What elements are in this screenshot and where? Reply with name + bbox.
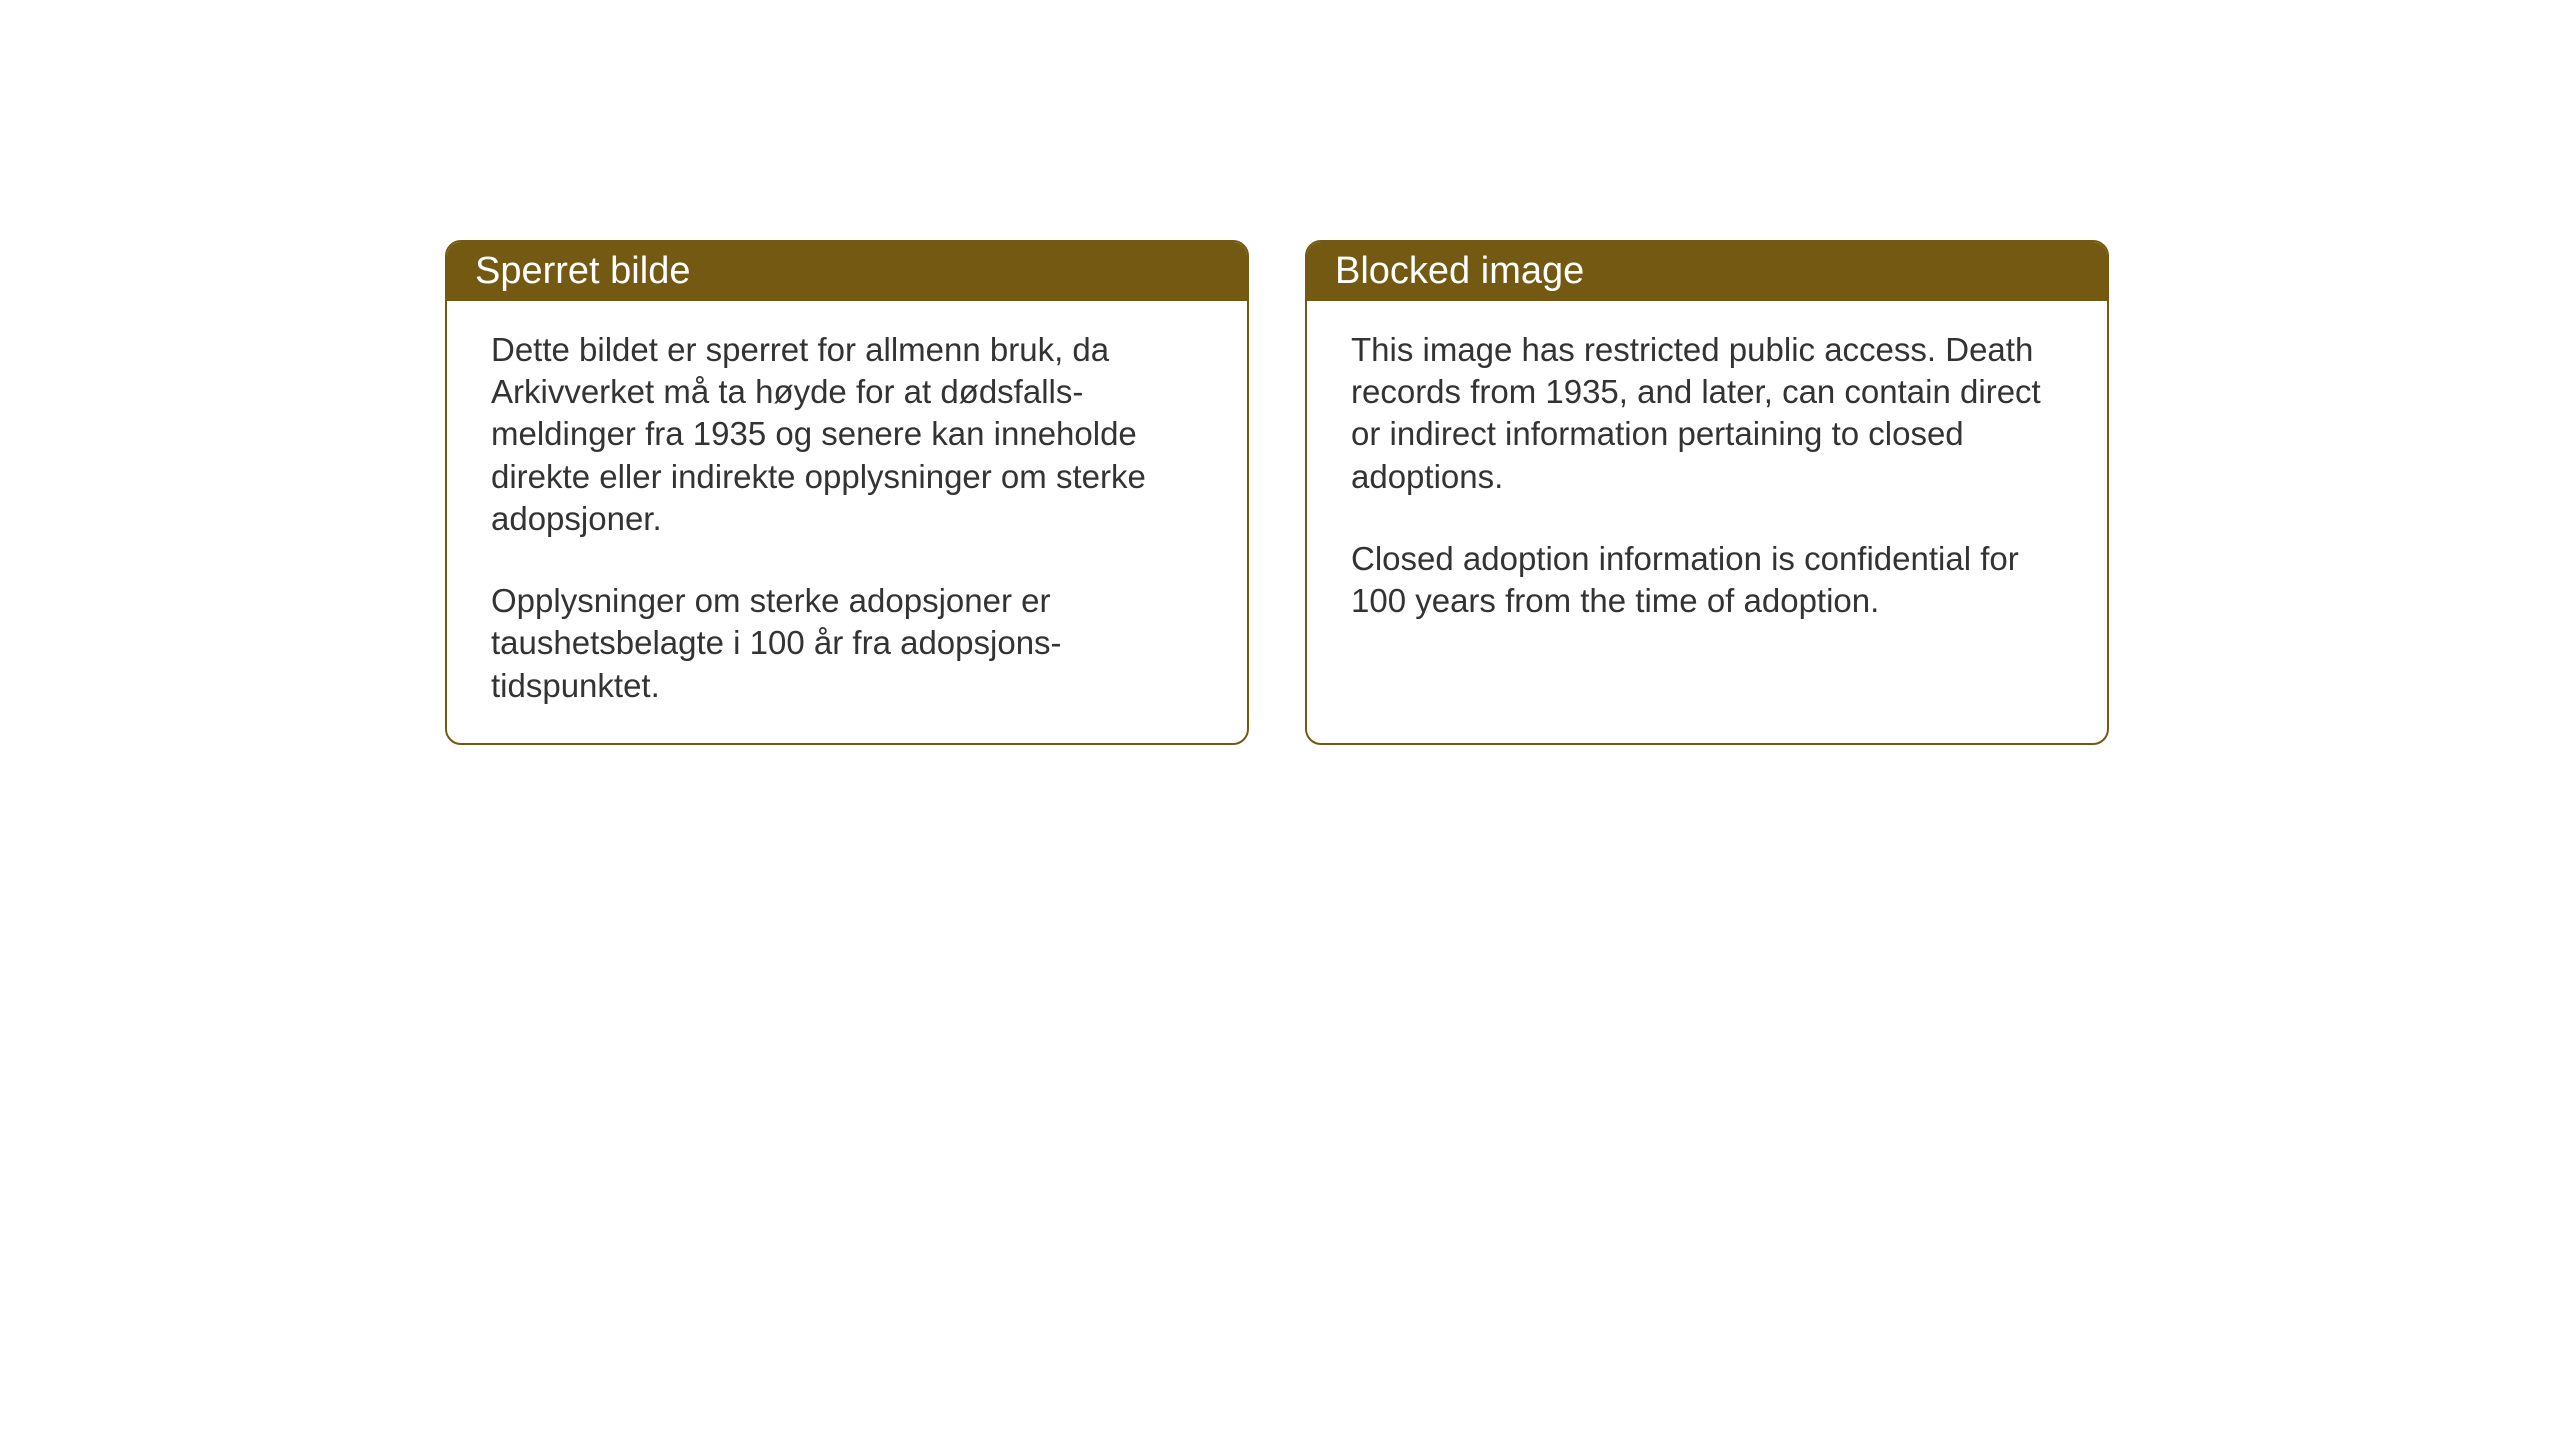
card-header-norwegian: Sperret bilde (447, 242, 1247, 301)
card-paragraph-1-norwegian: Dette bildet er sperret for allmenn bruk… (491, 329, 1203, 540)
notice-card-norwegian: Sperret bilde Dette bildet er sperret fo… (445, 240, 1249, 745)
card-body-norwegian: Dette bildet er sperret for allmenn bruk… (447, 301, 1247, 743)
notice-card-english: Blocked image This image has restricted … (1305, 240, 2109, 745)
card-header-english: Blocked image (1307, 242, 2107, 301)
card-body-english: This image has restricted public access.… (1307, 301, 2107, 658)
notice-container: Sperret bilde Dette bildet er sperret fo… (0, 0, 2560, 745)
card-paragraph-2-norwegian: Opplysninger om sterke adopsjoner er tau… (491, 580, 1203, 707)
card-paragraph-2-english: Closed adoption information is confident… (1351, 538, 2063, 622)
card-paragraph-1-english: This image has restricted public access.… (1351, 329, 2063, 498)
